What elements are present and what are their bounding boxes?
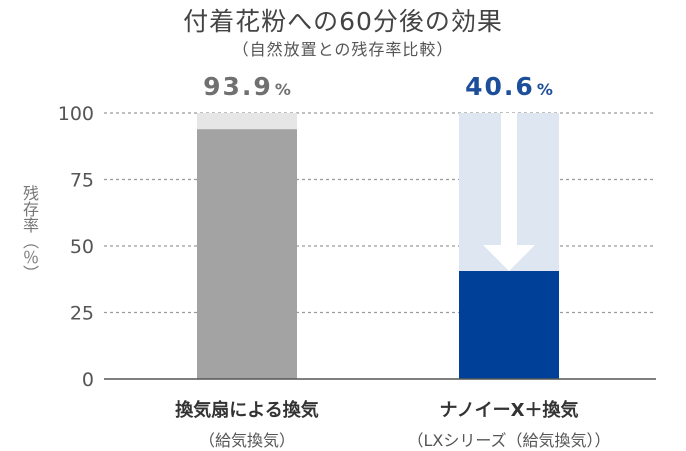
y-tick-label-25: 25 — [70, 303, 94, 325]
data-label-bar-1: 93.9% — [203, 72, 291, 101]
chart-title: 付着花粉への60分後の効果 — [183, 7, 503, 36]
y-tick-label-75: 75 — [70, 170, 94, 192]
bar-1 — [197, 129, 297, 379]
bar-2 — [459, 271, 559, 379]
chart-subtitle: （自然放置との残存率比較） — [232, 40, 454, 59]
y-tick-label-50: 50 — [70, 236, 94, 258]
data-label-bar-2: 40.6% — [465, 72, 553, 101]
y-tick-label-100: 100 — [58, 103, 94, 125]
y-tick-label-0: 0 — [82, 369, 94, 391]
x-tick-sublabel-1: （給気換気） — [198, 431, 295, 450]
y-axis-label: 残存率（％） — [20, 185, 39, 281]
x-tick-sublabel-2: （LXシリーズ（給気換気）） — [407, 431, 611, 450]
x-tick-label-1: 換気扇による換気 — [175, 400, 319, 421]
reduction-arrow — [483, 113, 535, 272]
x-tick-label-2: ナノイーX＋換気 — [439, 400, 579, 421]
